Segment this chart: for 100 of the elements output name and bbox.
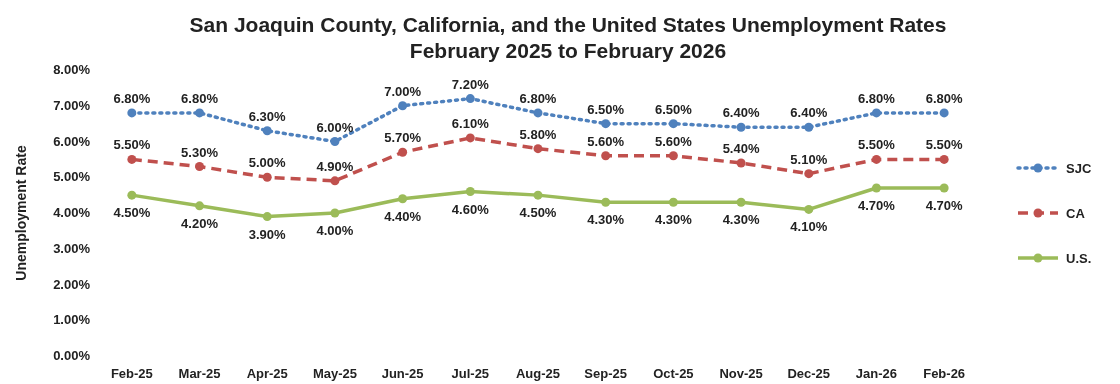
data-label: 6.40%: [790, 105, 828, 121]
y-axis-title: Unemployment Rate: [13, 145, 29, 281]
x-tick-label: Sep-25: [584, 366, 628, 381]
point: [736, 197, 746, 207]
x-tick-label: Feb-26: [923, 366, 966, 381]
point: [398, 194, 408, 204]
point: [668, 151, 678, 161]
chart-subtitle: February 2025 to February 2026: [409, 39, 727, 62]
x-tick-label: Dec-25: [787, 366, 831, 381]
point: [804, 169, 814, 179]
data-label: 4.30%: [587, 212, 625, 228]
data-label: 5.40%: [722, 140, 760, 156]
data-label: 5.80%: [519, 126, 557, 142]
point: [533, 108, 543, 118]
data-label: 4.70%: [858, 197, 896, 213]
x-tick-label: Feb-25: [110, 366, 153, 381]
data-label: 4.90%: [316, 158, 354, 174]
point: [939, 108, 949, 118]
point: [398, 101, 408, 111]
x-tick-label: Jan-26: [855, 366, 898, 381]
y-tick-label: 5.00%: [53, 169, 91, 185]
legend-label: U.S.: [1066, 251, 1092, 266]
data-label: 7.20%: [451, 76, 490, 92]
point: [601, 197, 611, 207]
data-label: 5.70%: [384, 130, 422, 146]
data-label: 4.30%: [722, 212, 760, 228]
point: [330, 208, 340, 218]
data-label: 6.80%: [181, 90, 219, 106]
point: [533, 190, 543, 200]
point: [601, 151, 611, 161]
y-tick-label: 6.00%: [53, 133, 91, 149]
point: [668, 197, 678, 207]
data-label: 6.80%: [113, 90, 151, 106]
point: [195, 201, 205, 211]
data-label: 4.20%: [181, 215, 219, 231]
point: [939, 183, 949, 193]
point: [804, 122, 814, 132]
point: [736, 158, 746, 168]
x-tick-label: Nov-25: [719, 366, 763, 381]
data-label: 6.50%: [654, 101, 693, 117]
point: [939, 154, 949, 164]
point: [262, 126, 272, 136]
point: [871, 154, 881, 164]
data-label: 4.70%: [925, 197, 964, 213]
y-tick-label: 4.00%: [53, 205, 91, 220]
data-label: 6.50%: [587, 101, 625, 117]
data-label: 6.10%: [451, 115, 490, 131]
point: [804, 204, 814, 214]
point: [127, 154, 137, 164]
data-label: 4.60%: [451, 201, 490, 217]
legend-label: SJC: [1066, 161, 1092, 176]
point: [195, 108, 205, 118]
point: [195, 162, 205, 172]
data-label: 6.00%: [316, 119, 354, 135]
x-tick-label: May-25: [312, 366, 357, 381]
point: [330, 176, 340, 186]
data-label: 4.00%: [316, 223, 354, 238]
data-label: 4.40%: [384, 208, 422, 224]
data-label: 5.00%: [248, 155, 287, 171]
point: [601, 119, 611, 129]
data-label: 5.50%: [858, 137, 896, 153]
data-label: 5.60%: [587, 133, 625, 149]
chart-title: San Joaquin County, California, and the United States Unemployment Rates: [189, 13, 947, 36]
point: [465, 187, 475, 197]
x-tick-label: Oct-25: [653, 366, 694, 381]
data-label: 3.90%: [248, 226, 287, 242]
data-label: 5.10%: [790, 151, 828, 167]
data-label: 5.50%: [925, 137, 964, 153]
x-tick-label: Jun-25: [381, 366, 424, 381]
point: [871, 108, 881, 118]
data-label: 6.30%: [248, 108, 287, 124]
y-tick-label: 3.00%: [53, 240, 91, 256]
data-label: 4.50%: [113, 205, 151, 221]
point: [262, 172, 272, 182]
y-tick-label: 1.00%: [53, 312, 91, 328]
point: [398, 147, 408, 157]
data-label: 6.40%: [722, 105, 760, 121]
point: [871, 183, 881, 193]
data-label: 5.30%: [181, 144, 219, 160]
x-tick-label: Aug-25: [515, 366, 561, 381]
x-tick-label: Jul-25: [451, 366, 490, 381]
data-label: 4.30%: [654, 212, 693, 228]
y-tick-label: 2.00%: [53, 276, 91, 292]
point: [330, 137, 340, 146]
y-tick-label: 8.00%: [53, 62, 91, 77]
x-tick-label: Apr-25: [246, 366, 288, 381]
point: [127, 190, 137, 200]
data-label: 6.80%: [519, 90, 557, 106]
point: [127, 108, 137, 118]
data-label: 5.60%: [654, 133, 693, 149]
data-label: 4.50%: [519, 205, 557, 221]
point: [465, 94, 475, 104]
data-label: 6.80%: [925, 90, 964, 106]
y-tick-label: 0.00%: [53, 348, 91, 363]
y-tick-label: 7.00%: [53, 97, 91, 113]
point: [736, 122, 746, 132]
data-label: 7.00%: [384, 83, 422, 99]
data-label: 4.10%: [790, 219, 828, 235]
legend-label: CA: [1066, 206, 1086, 221]
point: [465, 133, 475, 143]
